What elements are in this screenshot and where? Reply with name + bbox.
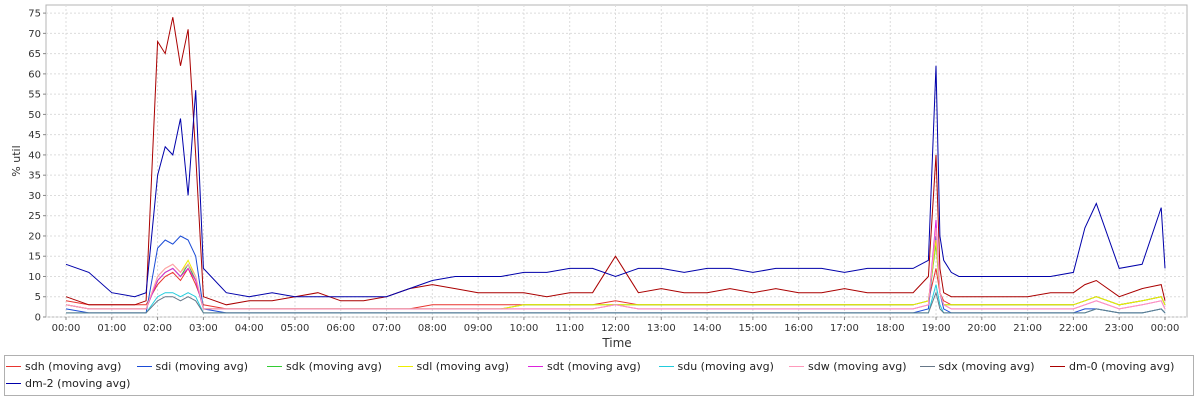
legend-item: dm-2 (moving avg) <box>6 377 130 391</box>
x-tick-label: 14:00 <box>693 323 722 334</box>
x-axis-label: Time <box>601 336 631 350</box>
x-tick-label: 01:00 <box>97 323 126 334</box>
legend-label: sdw (moving avg) <box>808 360 907 373</box>
legend-item: sdu (moving avg) <box>658 360 774 374</box>
x-tick-label: 15:00 <box>738 323 767 334</box>
x-tick-label: 12:00 <box>601 323 630 334</box>
y-tick-label: 20 <box>28 231 41 242</box>
series-line-7 <box>66 291 1166 314</box>
x-tick-label: 05:00 <box>281 323 310 334</box>
x-tick-label: 20:00 <box>967 323 996 334</box>
x-tick-label: 04:00 <box>235 323 264 334</box>
y-axis-label: % util <box>10 145 23 176</box>
series-line-6 <box>65 227 1166 310</box>
plot-area <box>45 4 1188 318</box>
x-tick-label: 08:00 <box>418 323 447 334</box>
x-tick-label: 00:00 <box>52 323 81 334</box>
y-tick-label: 5 <box>35 292 41 303</box>
x-tick-label: 22:00 <box>1059 323 1088 334</box>
y-tick-label: 50 <box>28 110 41 121</box>
legend-label: sdt (moving avg) <box>547 360 641 373</box>
legend-item: dm-0 (moving avg) <box>1050 360 1174 374</box>
legend-label: dm-0 (moving avg) <box>1069 360 1175 373</box>
x-tick-label: 00:00 <box>1151 323 1180 334</box>
legend-swatch <box>6 382 21 384</box>
x-tick-label: 10:00 <box>510 323 539 334</box>
legend-item: sdw (moving avg) <box>789 360 906 374</box>
x-tick-label: 18:00 <box>876 323 905 334</box>
y-axis-ticks: 0 5 10 15 20 25 30 35 40 45 50 55 60 65 70 75 <box>28 9 46 324</box>
x-tick-label: 21:00 <box>1013 323 1042 334</box>
x-tick-label: 17:00 <box>830 323 859 334</box>
x-tick-label: 02:00 <box>143 323 172 334</box>
legend-item: sdi (moving avg) <box>136 360 249 374</box>
y-tick-label: 25 <box>28 211 41 222</box>
legend-swatch <box>789 365 804 367</box>
y-tick-label: 40 <box>28 150 41 161</box>
grid <box>46 5 1187 318</box>
y-tick-label: 55 <box>28 90 41 101</box>
y-tick-label: 10 <box>28 272 41 283</box>
y-tick-label: 15 <box>28 252 41 263</box>
legend-swatch <box>528 365 543 367</box>
legend-item: sdl (moving avg) <box>397 360 510 374</box>
y-tick-label: 35 <box>28 171 41 182</box>
x-tick-label: 23:00 <box>1105 323 1134 334</box>
legend-label: dm-2 (moving avg) <box>25 377 131 390</box>
legend-item: sdx (moving avg) <box>919 360 1035 374</box>
legend-swatch <box>6 365 21 367</box>
x-tick-label: 11:00 <box>555 323 584 334</box>
legend-item: sdt (moving avg) <box>528 360 641 374</box>
legend-label: sdh (moving avg) <box>25 360 122 373</box>
x-tick-label: 06:00 <box>326 323 355 334</box>
x-tick-label: 16:00 <box>784 323 813 334</box>
legend-label: sdx (moving avg) <box>938 360 1035 373</box>
legend-swatch <box>267 365 282 367</box>
x-axis-ticks: 00:00 01:00 02:00 03:00 04:00 05:00 06:00 07:00… <box>52 317 1180 334</box>
legend-label: sdk (moving avg) <box>286 360 382 373</box>
y-tick-label: 70 <box>28 29 41 40</box>
legend-item: sdk (moving avg) <box>267 360 382 374</box>
x-tick-label: 07:00 <box>372 323 401 334</box>
legend-label: sdl (moving avg) <box>416 360 510 373</box>
legend-swatch <box>658 365 674 367</box>
series-lines <box>65 17 1166 314</box>
legend-swatch <box>136 365 152 367</box>
legend-swatch <box>1050 365 1065 367</box>
y-tick-label: 75 <box>28 9 41 20</box>
legend-swatch <box>397 365 413 367</box>
y-tick-label: 65 <box>28 49 41 60</box>
y-tick-label: 60 <box>28 69 41 80</box>
legend-label: sdu (moving avg) <box>677 360 774 373</box>
legend-swatch <box>919 365 935 367</box>
series-line-9 <box>65 65 1166 298</box>
chart: 0 5 10 15 20 25 30 35 40 45 50 55 60 65 70 75 00:00 01:0… <box>10 4 1188 350</box>
y-tick-label: 0 <box>35 313 41 324</box>
x-tick-label: 03:00 <box>189 323 218 334</box>
y-tick-label: 30 <box>28 191 41 202</box>
x-tick-label: 19:00 <box>922 323 951 334</box>
series-line-8 <box>65 17 1166 306</box>
x-tick-label: 13:00 <box>647 323 676 334</box>
x-tick-label: 09:00 <box>464 323 493 334</box>
y-tick-label: 45 <box>28 130 41 141</box>
legend: sdh (moving avg) sdi (moving avg) sdk (mov… <box>4 355 1194 396</box>
legend-item: sdh (moving avg) <box>6 360 121 374</box>
legend-label: sdi (moving avg) <box>155 360 249 373</box>
